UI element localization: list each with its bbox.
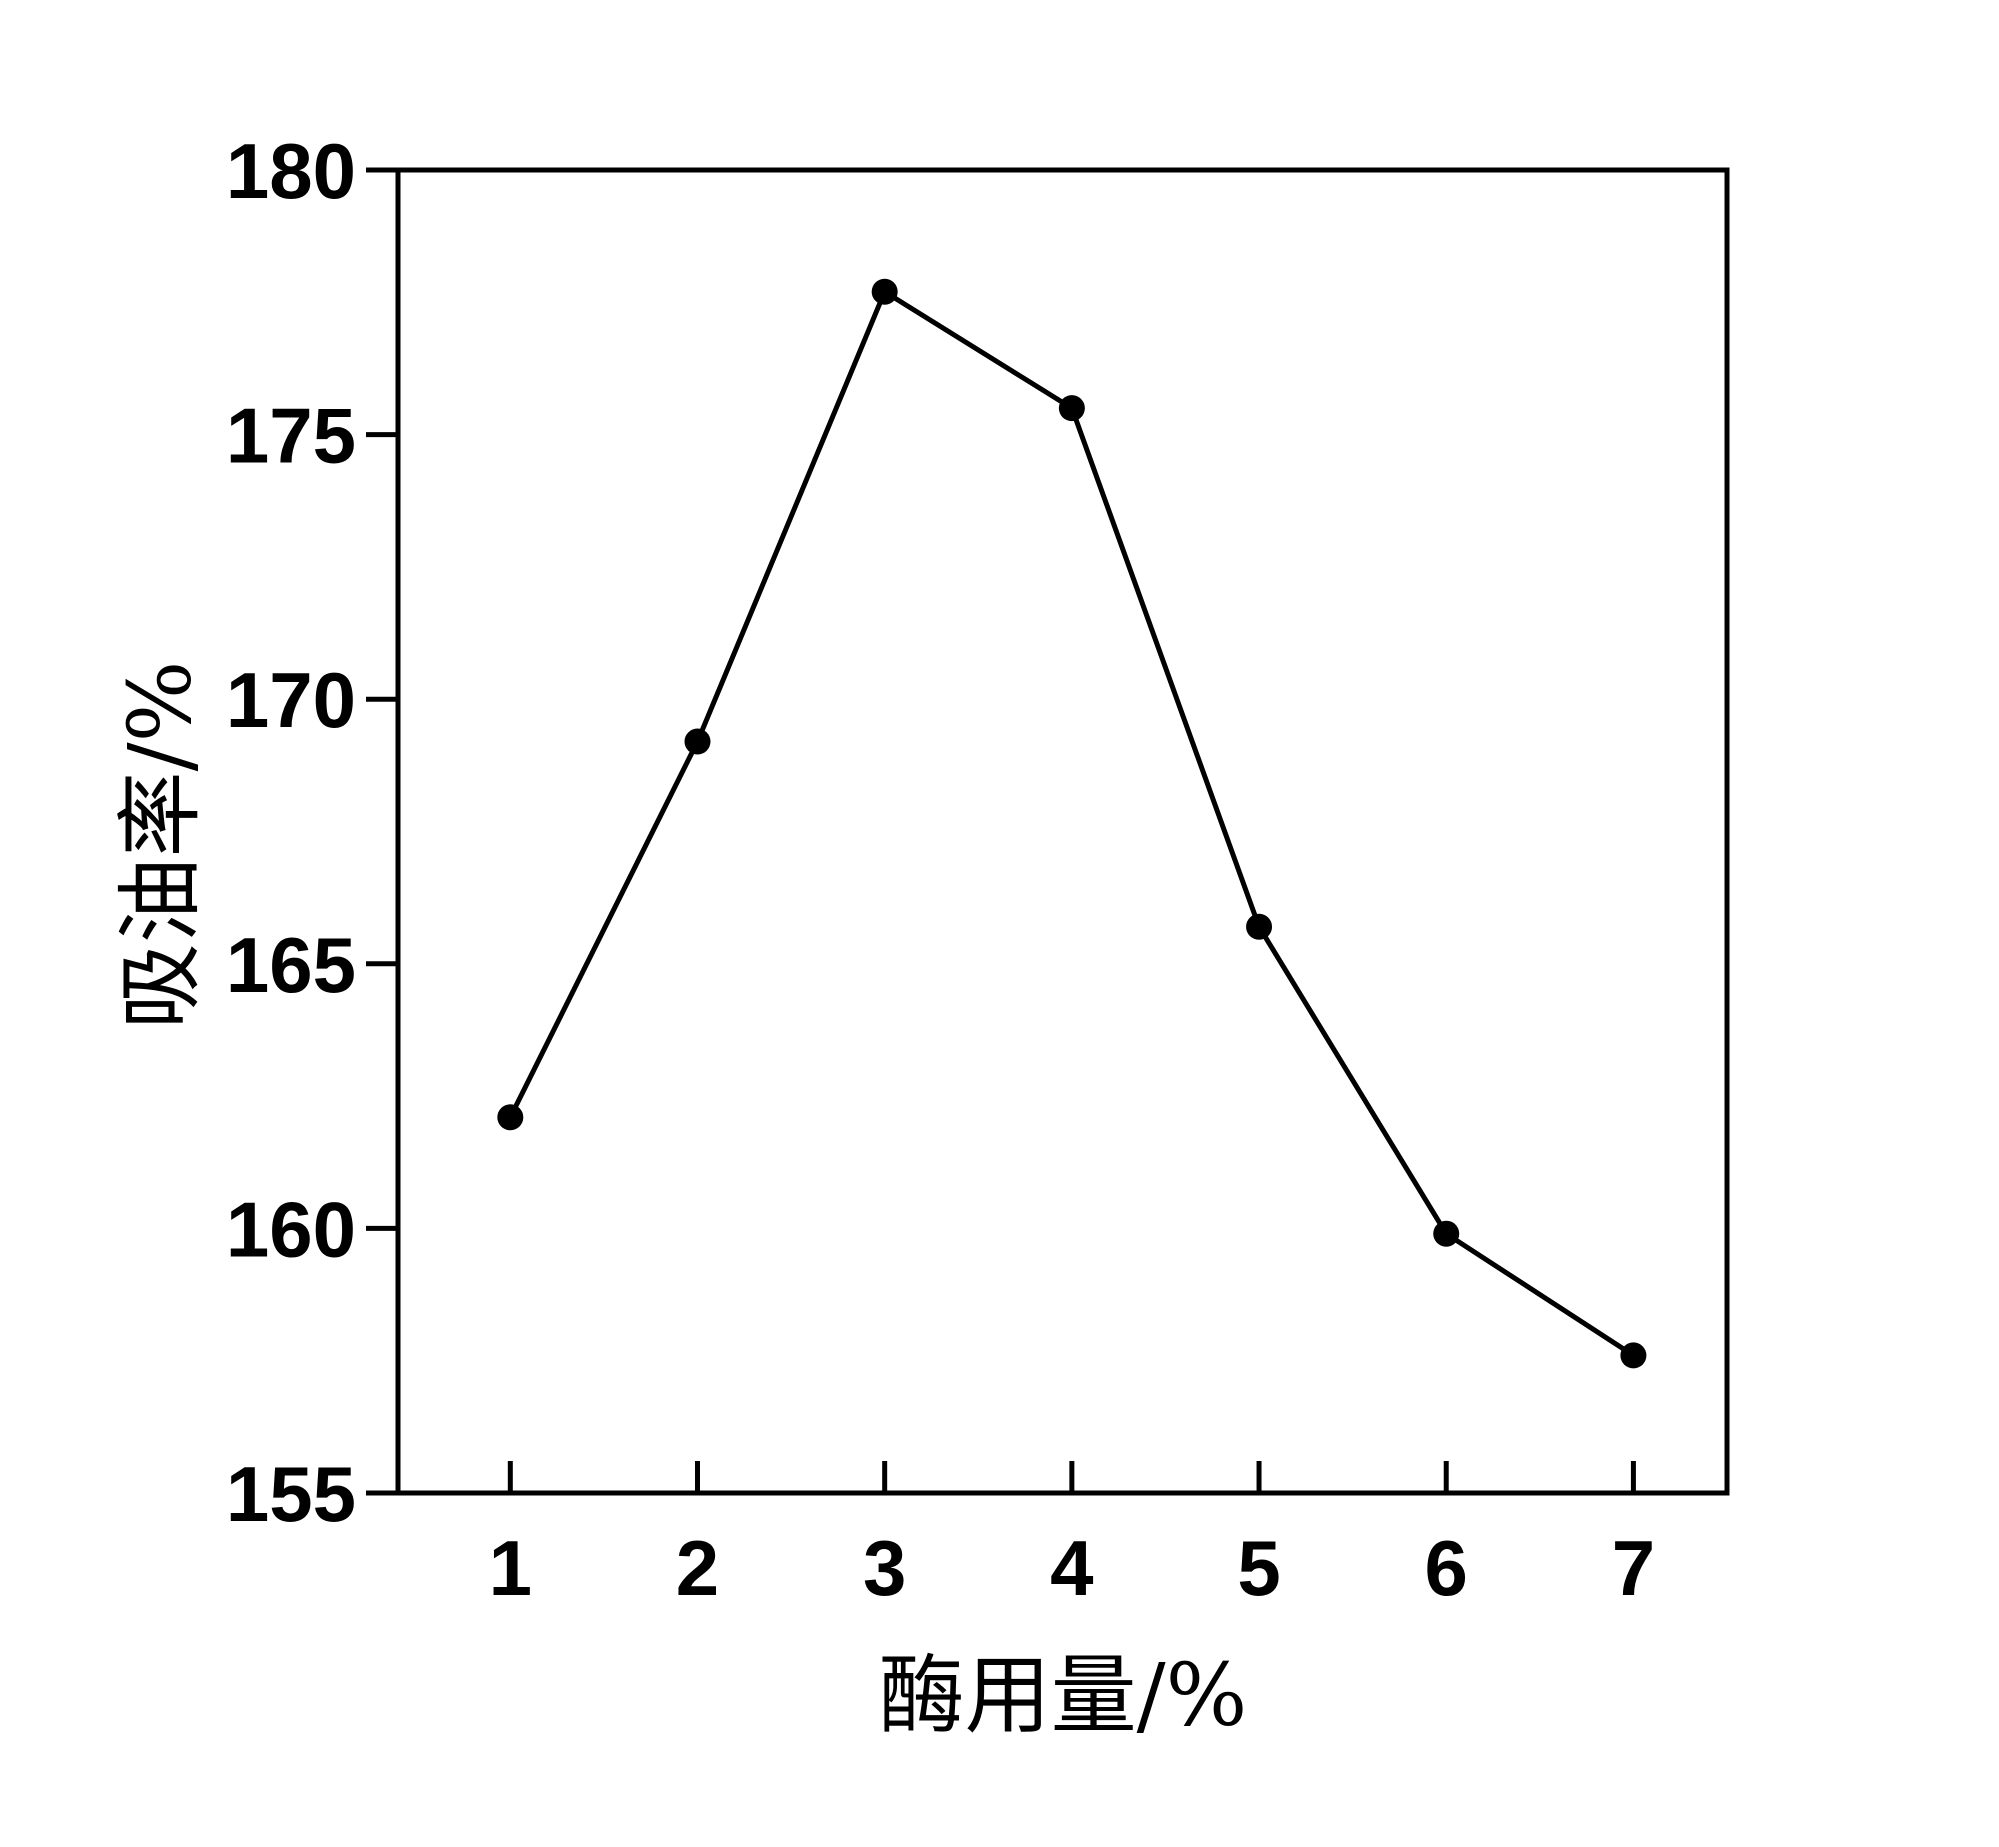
- data-line: [508, 288, 1635, 1358]
- data-point: [1246, 913, 1273, 940]
- y-tick-label: 160: [226, 1185, 356, 1273]
- y-axis-label: 吸油率/%: [111, 661, 211, 1030]
- y-tick-label: 175: [226, 392, 356, 480]
- x-tick-label: 6: [1425, 1524, 1468, 1612]
- y-tick-label: 170: [226, 656, 356, 744]
- x-tick-label: 5: [1237, 1524, 1280, 1612]
- x-tick-label: 3: [863, 1524, 906, 1612]
- y-tick-label: 165: [226, 921, 356, 1009]
- y-tick-label: 155: [226, 1450, 356, 1538]
- data-point: [684, 728, 711, 755]
- data-point: [497, 1104, 524, 1131]
- data-point: [871, 278, 898, 305]
- x-axis-label: 酶用量/%: [879, 1646, 1248, 1746]
- data-point: [1620, 1342, 1647, 1369]
- plot-frame: [395, 167, 1730, 1496]
- x-tick-label: 1: [489, 1524, 532, 1612]
- x-tick-label: 4: [1050, 1524, 1093, 1612]
- y-tick-label: 180: [226, 127, 356, 215]
- x-tick-label: 7: [1612, 1524, 1655, 1612]
- data-point: [1433, 1220, 1460, 1247]
- data-point: [1058, 395, 1085, 422]
- x-tick-label: 2: [676, 1524, 719, 1612]
